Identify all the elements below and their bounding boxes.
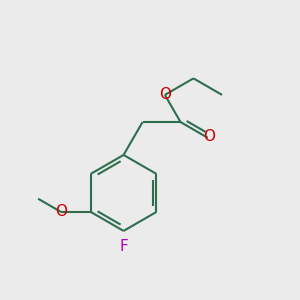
Text: O: O xyxy=(55,204,67,219)
Text: F: F xyxy=(119,239,128,254)
Text: O: O xyxy=(159,87,171,102)
Text: O: O xyxy=(203,129,215,144)
